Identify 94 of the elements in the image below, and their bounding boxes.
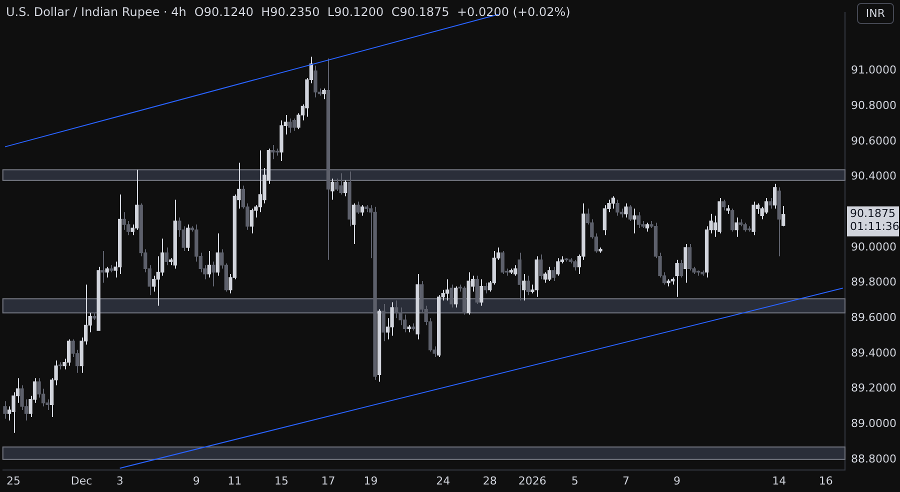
y-tick-label: 90.8000 bbox=[851, 99, 896, 112]
candlestick bbox=[152, 275, 156, 292]
candlestick bbox=[616, 199, 620, 216]
candlestick bbox=[3, 400, 7, 420]
candlestick bbox=[548, 266, 552, 282]
y-tick-label: 91.0000 bbox=[851, 64, 896, 77]
candlestick bbox=[216, 232, 220, 276]
x-tick-label: 28 bbox=[482, 474, 497, 488]
candlestick bbox=[105, 266, 109, 278]
candlestick bbox=[250, 208, 254, 234]
candlestick bbox=[632, 208, 636, 234]
candlestick bbox=[628, 204, 632, 222]
x-tick-label: 25 bbox=[6, 474, 21, 488]
candlestick bbox=[543, 272, 547, 284]
candlestick bbox=[556, 258, 560, 276]
candlestick bbox=[514, 264, 518, 276]
candlestick bbox=[164, 246, 168, 266]
candlestick bbox=[688, 243, 692, 271]
y-tick-label: 89.0000 bbox=[851, 416, 896, 430]
y-tick-label: 89.2000 bbox=[851, 382, 896, 395]
candlestick bbox=[394, 300, 398, 319]
x-tick-label: 7 bbox=[622, 474, 630, 488]
candlestick bbox=[636, 212, 641, 229]
candlestick bbox=[20, 384, 24, 410]
candlestick bbox=[292, 118, 296, 132]
candlestick bbox=[212, 261, 216, 287]
x-tick-label: 9 bbox=[192, 474, 200, 488]
candlestick bbox=[624, 202, 628, 218]
candlestick bbox=[66, 338, 71, 366]
candlestick bbox=[772, 183, 777, 210]
candlestick bbox=[526, 275, 530, 296]
candlestick bbox=[334, 178, 339, 192]
x-tick-label: 15 bbox=[274, 474, 288, 488]
candlestick bbox=[675, 259, 679, 298]
candlestick bbox=[522, 273, 526, 301]
candlestick bbox=[343, 180, 348, 197]
candlestick bbox=[271, 144, 275, 160]
candlestick bbox=[484, 282, 488, 294]
candlestick bbox=[12, 392, 16, 434]
candlestick bbox=[356, 201, 360, 214]
candlestick bbox=[322, 88, 326, 100]
x-tick-label: 3 bbox=[116, 474, 124, 488]
y-tick-label: 88.8000 bbox=[851, 452, 896, 466]
x-tick-label: 5 bbox=[571, 474, 578, 488]
x-tick-label: 19 bbox=[364, 474, 378, 488]
candlestick bbox=[156, 256, 160, 306]
candlestick bbox=[339, 172, 343, 195]
y-axis-title: INR bbox=[856, 3, 894, 24]
x-tick-label: 24 bbox=[436, 474, 450, 488]
candlestick bbox=[734, 216, 738, 238]
candlestick bbox=[722, 199, 726, 211]
candlestick bbox=[611, 196, 616, 210]
x-tick-label: 17 bbox=[321, 474, 336, 488]
candlestick bbox=[186, 224, 190, 252]
candlestick bbox=[314, 65, 318, 98]
candlestick bbox=[539, 254, 543, 280]
y-tick-label: 90.0000 bbox=[851, 240, 896, 254]
candlestick bbox=[782, 205, 786, 227]
candlestick bbox=[352, 202, 356, 244]
candlestick bbox=[730, 208, 734, 232]
x-tick-label: 16 bbox=[818, 474, 833, 488]
candlestick bbox=[500, 250, 504, 274]
candlestick bbox=[454, 286, 458, 308]
y-tick-label: 90.6000 bbox=[851, 134, 896, 148]
y-tick-label: 89.4000 bbox=[851, 346, 896, 360]
x-tick-label: 9 bbox=[674, 474, 680, 488]
x-tick-label: 14 bbox=[772, 474, 786, 488]
text: 90.1875 bbox=[850, 207, 896, 220]
text: 01:11:36 bbox=[850, 220, 900, 234]
x-tick-label: 2026 bbox=[518, 474, 546, 488]
y-tick-label: 90.4000 bbox=[851, 170, 896, 183]
candlestick bbox=[382, 303, 386, 342]
chart-title: U.S. Dollar / Indian Rupee · 4h bbox=[6, 5, 186, 19]
candlestick bbox=[480, 278, 484, 306]
candlestick bbox=[330, 178, 334, 200]
candlestick bbox=[207, 250, 211, 278]
candlestick bbox=[573, 259, 577, 271]
candlestick bbox=[360, 204, 364, 216]
candlestick bbox=[684, 243, 688, 284]
candlestick bbox=[450, 284, 454, 308]
chart-subtitle: O90.1240 H90.2350 L90.1200 C90.1875 +0.0200 (+0.02%) bbox=[194, 5, 570, 19]
x-tick-label: Dec bbox=[70, 474, 92, 488]
y-tick-label: 89.6000 bbox=[851, 310, 896, 324]
candlestick bbox=[100, 250, 105, 284]
x-tick-label: 11 bbox=[228, 474, 242, 488]
candlestick bbox=[390, 302, 394, 336]
candlestick bbox=[552, 266, 556, 282]
candlestick bbox=[679, 259, 684, 278]
candlestick bbox=[122, 212, 126, 230]
candlestick bbox=[602, 204, 607, 236]
y-tick-label: 89.8000 bbox=[851, 276, 896, 289]
candlestick bbox=[475, 275, 479, 304]
candlestick bbox=[768, 198, 772, 210]
candlestick bbox=[288, 118, 292, 134]
